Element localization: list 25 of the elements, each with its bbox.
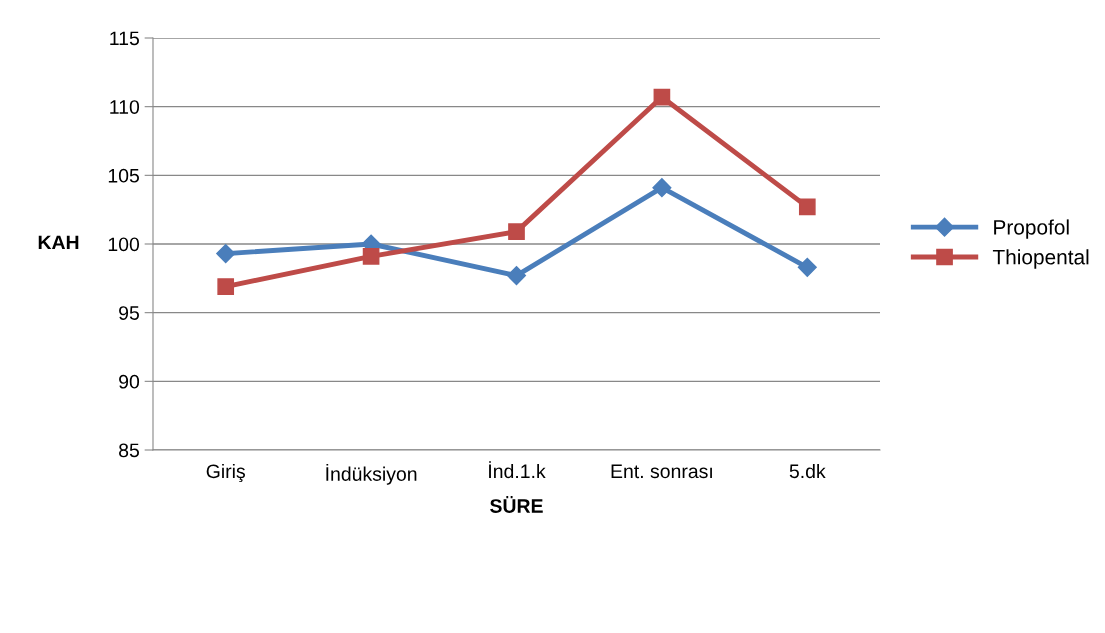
point [797,257,817,277]
point [506,266,527,286]
y-tick-label: 115 [110,31,139,46]
y-tick-label: 100 [108,237,140,252]
legend-label: Thiopental [992,249,1089,269]
y-tick-label: 105 [108,168,139,183]
y-axis-title: KAH [38,235,79,250]
y-tick-label: 85 [119,443,139,458]
x-tick-label: İnd.1.k [489,461,546,479]
point [362,248,380,265]
x-axis-title: SÜRE [490,496,543,513]
legend-label: Propofol [994,219,1069,239]
x-tick-label: 5.dk [789,463,826,479]
x-tick-label: Giriş [206,463,245,483]
point [508,223,525,240]
point [798,198,816,216]
x-tick-label: İndüksiyon [326,463,417,485]
point [653,88,671,106]
point [652,178,672,198]
point [216,244,236,264]
y-tick-label: 90 [119,374,140,389]
point [217,278,235,295]
y-tick-label: 95 [119,306,139,320]
x-tick-label: Ent. sonrası [611,464,712,479]
y-tick-label: 110 [110,100,140,114]
